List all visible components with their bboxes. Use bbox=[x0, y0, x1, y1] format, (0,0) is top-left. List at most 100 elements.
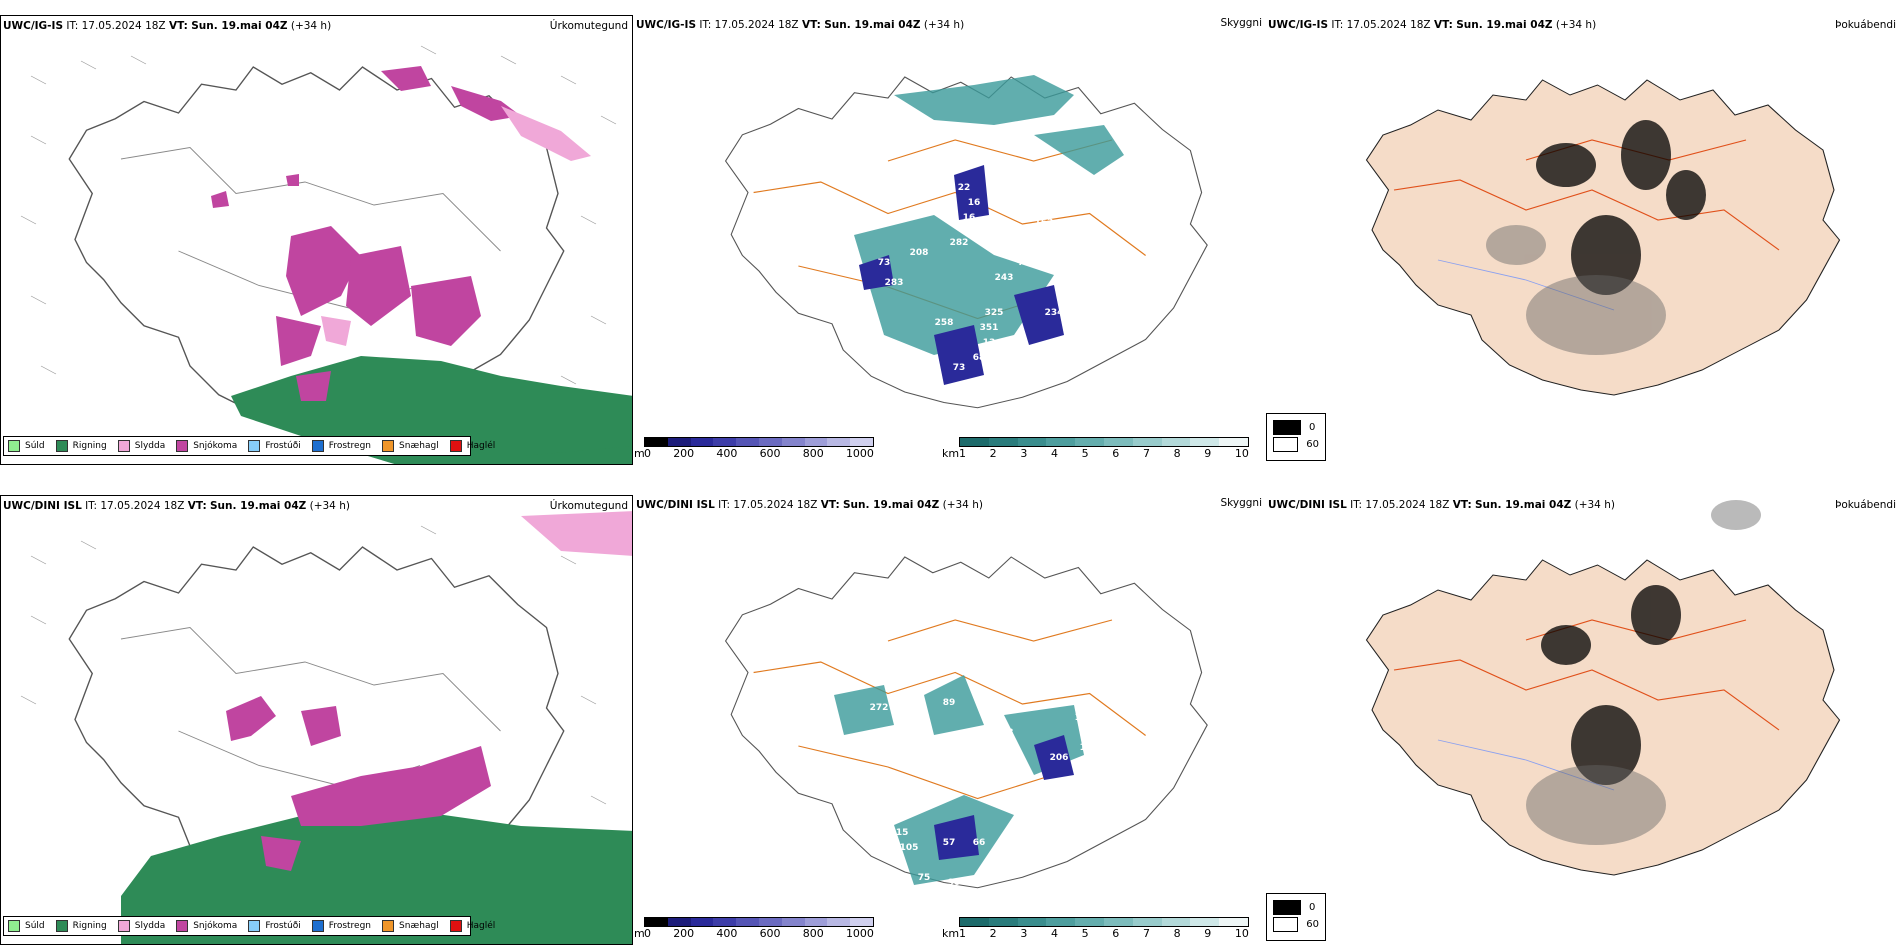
cloud-base-label: 89 bbox=[943, 698, 956, 708]
swatch-frostregn bbox=[311, 440, 324, 452]
visibility-panel-row2: 272 117 89 55 45 278 112 206 154 83 90 24 49 215 57 66 1… bbox=[634, 495, 1266, 945]
cloud-base-label: 70 bbox=[1018, 258, 1031, 268]
m-scale-tick: 200 bbox=[673, 447, 695, 460]
km-scale-tick: 4 bbox=[1050, 447, 1058, 460]
cloud-base-label: 24 bbox=[1058, 788, 1071, 798]
km-scale-tick: 3 bbox=[1020, 447, 1028, 460]
cloud-base-label: 55 bbox=[983, 696, 996, 706]
cloud-base-label: 154 bbox=[1080, 743, 1099, 753]
cloud-base-label: 206 bbox=[1050, 753, 1069, 763]
panel-header-row2-fog: UWC/DINI ISL IT: 17.05.2024 18Z VT: Sun.… bbox=[1268, 499, 1615, 511]
cloud-base-label: 45 bbox=[983, 713, 996, 723]
cloud-base-label: 220 bbox=[1065, 278, 1084, 288]
km-scale-tick: 7 bbox=[1142, 447, 1150, 460]
swatch-snjokoma bbox=[176, 440, 189, 452]
panel-header-row2-precip: UWC/DINI ISL IT: 17.05.2024 18Z VT: Sun.… bbox=[3, 500, 350, 512]
cloud-base-label: 57 bbox=[943, 838, 956, 848]
km-scale-tick: 1 bbox=[959, 447, 966, 460]
fog-panel-row1: UWC/IG-IS IT: 17.05.2024 18Z VT: Sun. 19… bbox=[1266, 15, 1900, 465]
m-scale-unit-row2: m bbox=[634, 927, 645, 940]
fog-map-row2 bbox=[1365, 500, 1841, 876]
m-scale-tick: 400 bbox=[716, 447, 738, 460]
km-scale-tick: 8 bbox=[1173, 447, 1181, 460]
km-scale-tick: 9 bbox=[1204, 447, 1212, 460]
snow-patches bbox=[211, 66, 521, 401]
panel-title-precip-row1: Úrkomutegund bbox=[549, 20, 628, 32]
m-scale-tick: 800 bbox=[802, 927, 824, 940]
m-scale-tick: 1000 bbox=[845, 447, 874, 460]
cloud-base-label: 90 bbox=[948, 878, 961, 888]
m-scale-row2: 0 200 400 600 800 1000 bbox=[644, 917, 874, 940]
panel-title-fog-row1: Þokuábendi bbox=[1835, 19, 1896, 31]
cloud-base-label: 75 bbox=[918, 873, 931, 883]
panel-title-vis-row1: Skyggni bbox=[1220, 17, 1263, 29]
m-scale-row1: 0 200 400 600 800 1000 bbox=[644, 437, 874, 460]
cloud-base-label: 49 bbox=[1073, 803, 1086, 813]
panel-header-row1-fog: UWC/IG-IS IT: 17.05.2024 18Z VT: Sun. 19… bbox=[1268, 19, 1597, 31]
panel-header-row1-vis: UWC/IG-IS IT: 17.05.2024 18Z VT: Sun. 19… bbox=[636, 19, 965, 31]
m-scale-tick: 800 bbox=[802, 447, 824, 460]
cloud-base-label: 222 bbox=[1065, 318, 1084, 328]
cloud-base-label: 68 bbox=[973, 353, 986, 363]
m-scale-tick: 600 bbox=[759, 447, 781, 460]
cloud-base-label: 325 bbox=[985, 308, 1004, 318]
swatch-sudd bbox=[8, 440, 20, 452]
km-scale-tick: 8 bbox=[1173, 927, 1181, 940]
m-scale-tick: 0 bbox=[644, 927, 651, 940]
cloud-base-label: 13 bbox=[983, 338, 996, 348]
km-scale-unit-row2: km bbox=[942, 927, 960, 940]
km-scale-tick: 2 bbox=[989, 447, 997, 460]
cloud-base-label: 73 bbox=[953, 363, 966, 373]
cloud-base-label: 283 bbox=[885, 278, 904, 288]
km-scale-tick: 5 bbox=[1081, 447, 1089, 460]
cloud-base-label: 22 bbox=[958, 183, 971, 193]
cloud-base-label: 16 bbox=[968, 198, 981, 208]
m-scale-tick: 600 bbox=[759, 927, 781, 940]
rain-area-tail bbox=[521, 446, 632, 464]
swatch-rigning bbox=[55, 440, 68, 452]
cloud-base-label: 66 bbox=[973, 838, 986, 848]
precip-legend-row1: Súld Rigning Slydda Snjókoma Frostúði Fr… bbox=[3, 436, 495, 456]
km-scale-tick: 4 bbox=[1050, 927, 1058, 940]
km-scale-row1: 1 2 3 4 5 6 7 8 9 10 bbox=[959, 437, 1249, 460]
cloud-base-label: 112 bbox=[1075, 713, 1094, 723]
panel-title-fog-row2: Þokuábendi bbox=[1835, 499, 1896, 511]
cloud-base-label: 215 bbox=[890, 828, 909, 838]
km-scale-row2: 1 2 3 4 5 6 7 8 9 10 bbox=[959, 917, 1249, 940]
precip-type-panel-row1: UWC/IG-IS IT: 17.05.2024 18Z VT: Sun. 19… bbox=[0, 15, 633, 465]
cloud-base-label: 16 bbox=[963, 213, 976, 223]
cloud-base-label: 351 bbox=[980, 323, 999, 333]
km-scale-tick: 10 bbox=[1234, 927, 1249, 940]
fog-legend-row2: 0 60 bbox=[1266, 893, 1326, 941]
m-scale-tick: 0 bbox=[644, 447, 651, 460]
cloud-base-label: 243 bbox=[995, 273, 1014, 283]
cloud-base-label: 90 bbox=[988, 783, 1001, 793]
m-scale-tick: 200 bbox=[673, 927, 695, 940]
swatch-haglel bbox=[449, 440, 462, 452]
cloud-base-label: 258 bbox=[935, 318, 954, 328]
fog-panel-row2: UWC/DINI ISL IT: 17.05.2024 18Z VT: Sun.… bbox=[1266, 495, 1900, 945]
precip-map-row2 bbox=[20, 511, 632, 944]
km-scale-tick: 10 bbox=[1234, 447, 1249, 460]
m-scale-unit-row1: m bbox=[634, 447, 645, 460]
panel-title-precip-row2: Úrkomutegund bbox=[549, 500, 628, 512]
km-scale-tick: 9 bbox=[1204, 927, 1212, 940]
m-scale-tick: 400 bbox=[716, 927, 738, 940]
cloud-base-label: 117 bbox=[865, 733, 884, 743]
panel-title-vis-row2: Skyggni bbox=[1220, 497, 1263, 509]
cloud-base-label: 282 bbox=[950, 238, 969, 248]
precip-map-row1 bbox=[20, 45, 632, 464]
visibility-panel-row1: 73 208 282 283 22 16 16 162 72 70 243 220 325 234 222 2… bbox=[634, 15, 1266, 465]
swatch-snaehagl bbox=[382, 440, 395, 452]
cloud-base-label: 72 bbox=[1008, 238, 1021, 248]
km-scale-tick: 2 bbox=[989, 927, 997, 940]
panel-header-row2-vis: UWC/DINI ISL IT: 17.05.2024 18Z VT: Sun.… bbox=[636, 499, 983, 511]
cloud-base-label: 272 bbox=[870, 703, 889, 713]
m-scale-tick: 1000 bbox=[845, 927, 874, 940]
km-scale-unit-row1: km bbox=[942, 447, 960, 460]
cloud-base-label: 278 bbox=[995, 728, 1014, 738]
cloud-base-label: 105 bbox=[900, 843, 919, 853]
cloud-base-label: 68 bbox=[913, 383, 926, 393]
